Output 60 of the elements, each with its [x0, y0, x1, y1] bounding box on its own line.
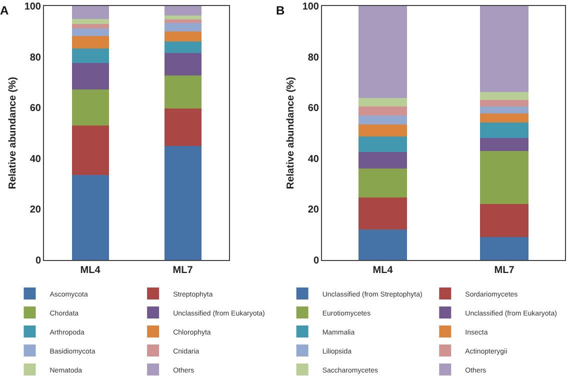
bar — [72, 126, 109, 175]
bar — [358, 229, 408, 260]
bar — [480, 204, 529, 237]
bar — [480, 92, 529, 100]
y-tick-label: 20 — [308, 204, 320, 216]
bar — [480, 6, 529, 92]
bar — [480, 106, 529, 114]
y-tick-label: 100 — [302, 2, 320, 12]
bar — [164, 16, 202, 20]
bar — [358, 136, 408, 152]
bar — [72, 63, 109, 90]
bar — [358, 124, 408, 136]
bar — [358, 197, 408, 230]
bar — [72, 6, 109, 20]
bar — [72, 19, 109, 24]
bar — [72, 28, 109, 36]
bar — [480, 100, 529, 107]
bar — [164, 53, 202, 76]
bar — [358, 6, 408, 98]
bar — [72, 90, 109, 126]
bar — [164, 108, 202, 146]
x-tick-label: ML7 — [172, 265, 194, 276]
y-tick-label: 60 — [308, 103, 320, 114]
bar — [358, 168, 408, 198]
x-tick-label: ML7 — [494, 265, 515, 276]
y-tick-label: 20 — [30, 204, 42, 216]
bar — [72, 36, 109, 49]
bar — [480, 138, 529, 152]
bar — [164, 6, 202, 16]
chart-title: A — [0, 3, 9, 18]
y-tick-label: 0 — [313, 256, 320, 266]
bar — [164, 146, 202, 260]
bar — [164, 32, 202, 42]
bar — [164, 42, 202, 54]
x-tick-label: ML4 — [372, 265, 394, 276]
x-tick-label: ML4 — [80, 265, 101, 276]
bar — [72, 24, 109, 29]
bar — [164, 19, 202, 23]
y-tick-label: 80 — [308, 52, 320, 64]
bar — [358, 106, 408, 116]
chart-title: B — [276, 3, 285, 18]
y-tick-label: 60 — [30, 103, 42, 114]
y-tick-label: 0 — [35, 256, 42, 266]
y-axis-title: Relative abundance (%) — [285, 76, 296, 190]
bar — [480, 114, 529, 123]
bar — [164, 76, 202, 109]
bar — [358, 152, 408, 168]
bar — [72, 48, 109, 64]
bar — [358, 98, 408, 106]
y-tick-label: 40 — [30, 154, 42, 165]
bar — [480, 122, 529, 138]
bar — [480, 151, 529, 204]
y-tick-label: 100 — [24, 2, 42, 12]
bar — [358, 115, 408, 124]
bar — [480, 236, 529, 260]
y-tick-label: 40 — [308, 154, 320, 165]
bar — [72, 174, 109, 260]
bar — [164, 22, 202, 32]
y-tick-label: 80 — [30, 52, 42, 64]
y-axis-title: Relative abundance (%) — [7, 76, 18, 190]
